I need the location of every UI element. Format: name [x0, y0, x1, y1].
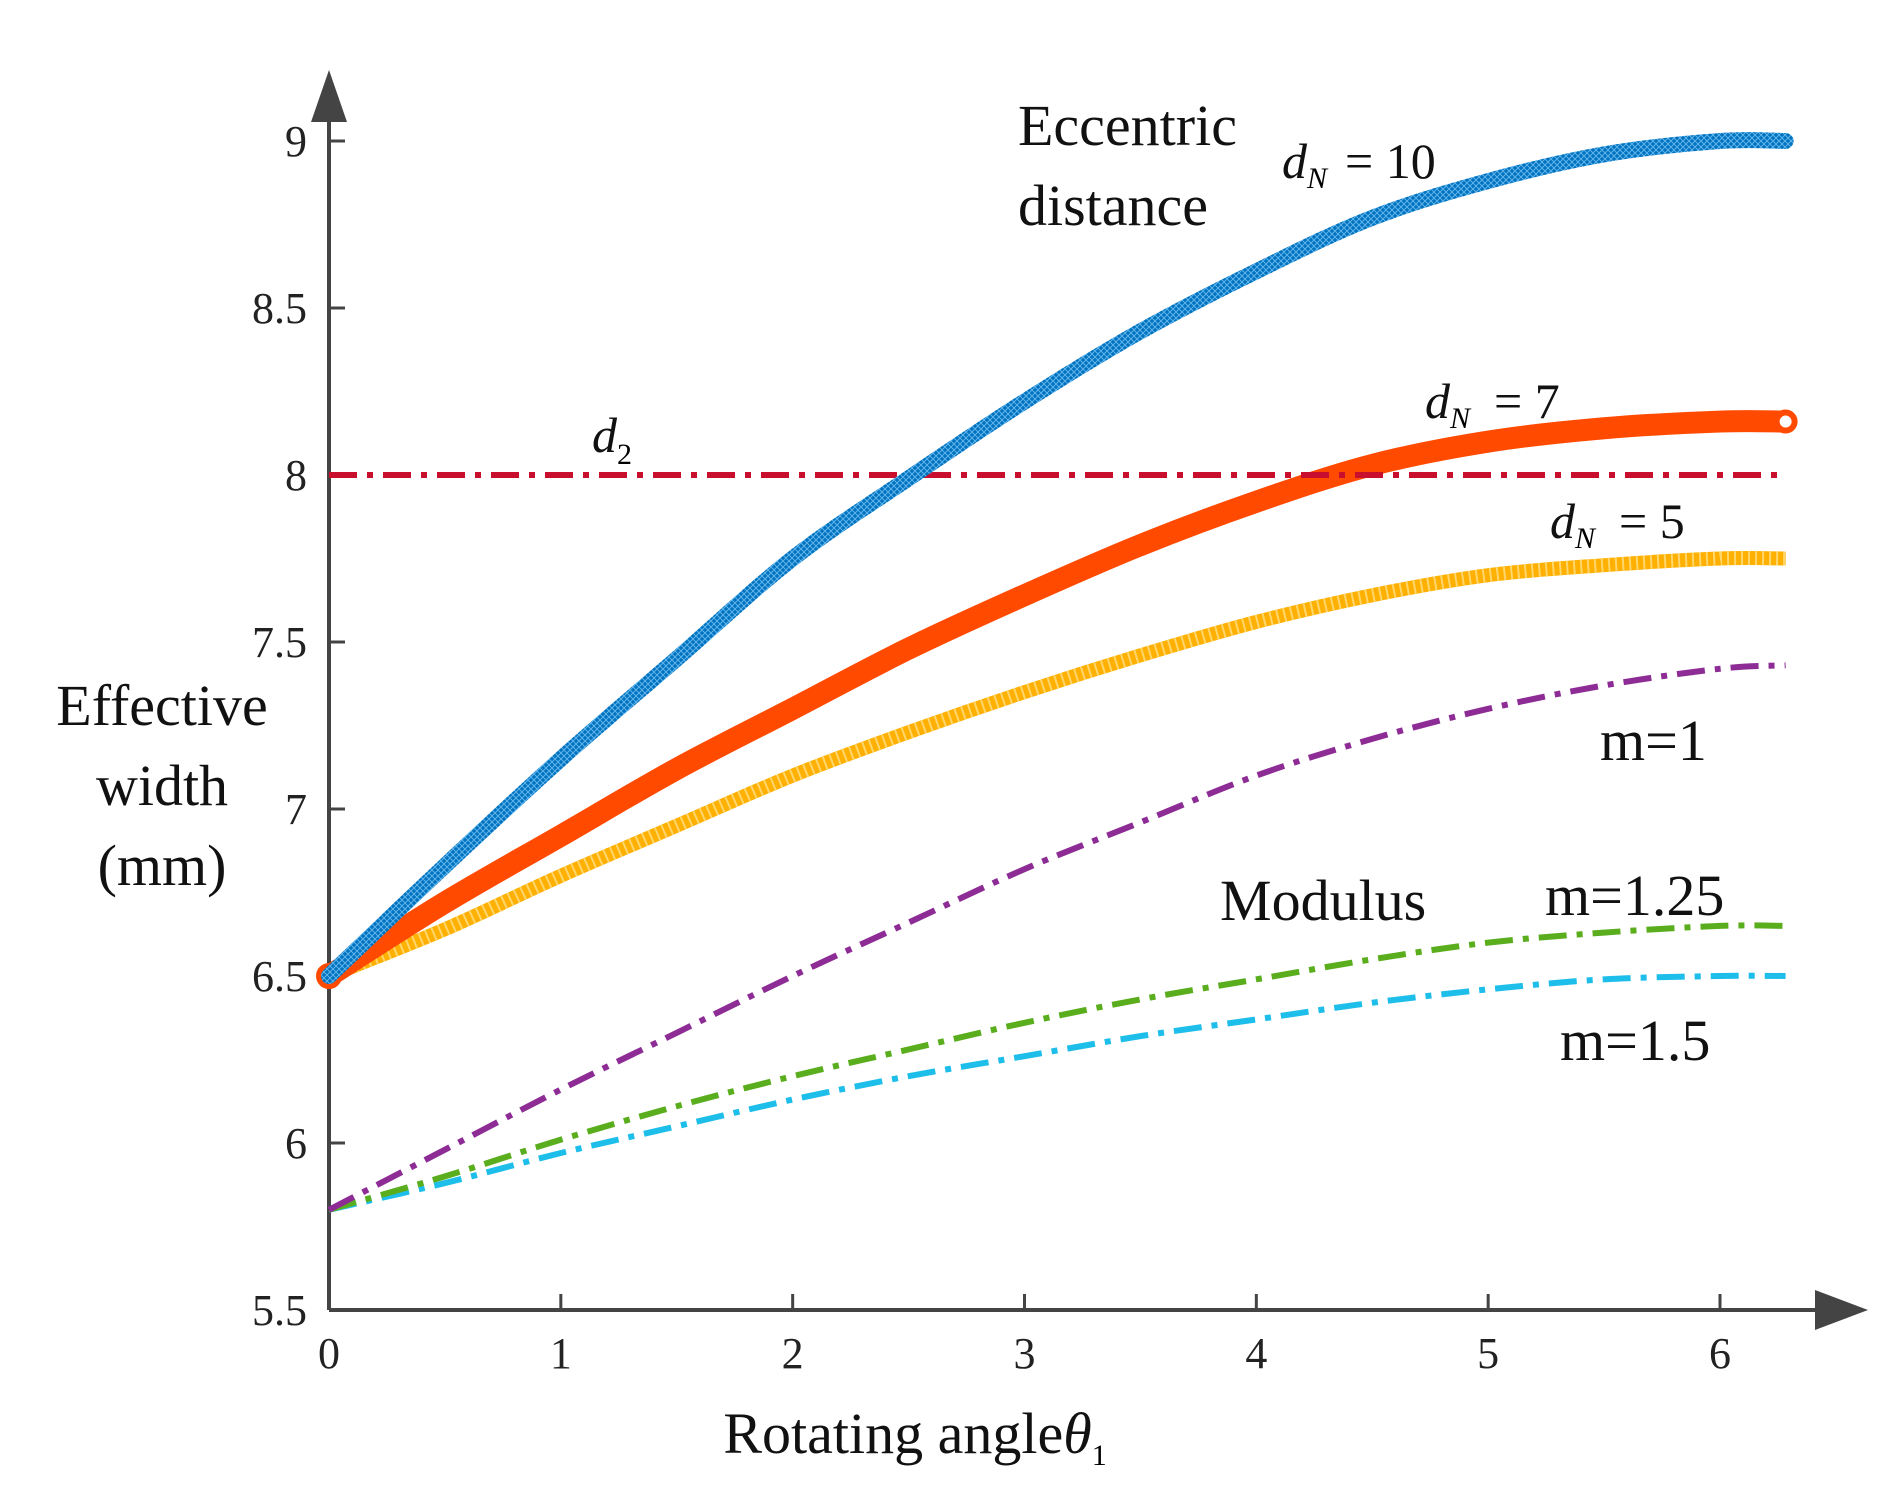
series-end-marker-dN7: [1773, 409, 1798, 434]
dn5-label: dN = 5: [1550, 493, 1685, 555]
x-tick-label: 5: [1477, 1329, 1499, 1378]
dn10-label: dN = 10: [1282, 133, 1436, 195]
series-markers-dN5: [326, 551, 1786, 983]
y-axis-arrow-icon: [311, 70, 347, 122]
x-tick-label: 3: [1014, 1329, 1036, 1378]
y-tick-label: 6: [285, 1119, 307, 1168]
series-line-dN7: [318, 410, 1797, 987]
axes: [311, 70, 1868, 1330]
y-tick-label: 5.5: [252, 1286, 307, 1335]
series-line-m125: [328, 922, 1786, 1213]
y-axis-title-line2: width: [96, 753, 228, 818]
y-axis-title-line1: Effective: [56, 673, 267, 738]
d2-label: d2: [592, 407, 632, 471]
series-line-dN10: [321, 132, 1794, 984]
y-tick-label: 7.5: [252, 618, 307, 667]
x-tick-label: 2: [782, 1329, 804, 1378]
y-ticks: 5.5 6 6.5 7 7.5 8 8.5 9: [252, 117, 345, 1335]
x-axis-arrow-icon: [1815, 1290, 1868, 1330]
y-tick-label: 8.5: [252, 284, 307, 333]
m125-label: m=1.25: [1545, 863, 1724, 928]
x-ticks: 0 1 2 3 4 5 6: [318, 1294, 1731, 1378]
x-axis-title: Rotating angleθ1: [723, 1401, 1106, 1472]
modulus-label: Modulus: [1220, 868, 1426, 933]
m1-label: m=1: [1600, 708, 1707, 773]
annotations: Eccentric distance dN = 10 dN = 7 dN = 5 d2…: [56, 93, 1724, 1472]
m15-label: m=1.5: [1560, 1008, 1710, 1073]
y-tick-label: 8: [285, 451, 307, 500]
series-line-m15: [328, 972, 1786, 1213]
distance-label: distance: [1018, 173, 1208, 238]
eccentric-label: Eccentric: [1018, 93, 1237, 158]
y-tick-label: 7: [285, 785, 307, 834]
y-axis-title-line3: (mm): [98, 833, 227, 898]
series-line-m1: [327, 662, 1786, 1213]
dn7-label: dN = 7: [1425, 373, 1560, 435]
y-tick-label: 9: [285, 117, 307, 166]
y-tick-label: 6.5: [252, 952, 307, 1001]
series-layer: [316, 132, 1798, 1213]
x-tick-label: 1: [550, 1329, 572, 1378]
x-tick-label: 6: [1709, 1329, 1731, 1378]
x-tick-label: 0: [318, 1329, 340, 1378]
x-tick-label: 4: [1245, 1329, 1267, 1378]
